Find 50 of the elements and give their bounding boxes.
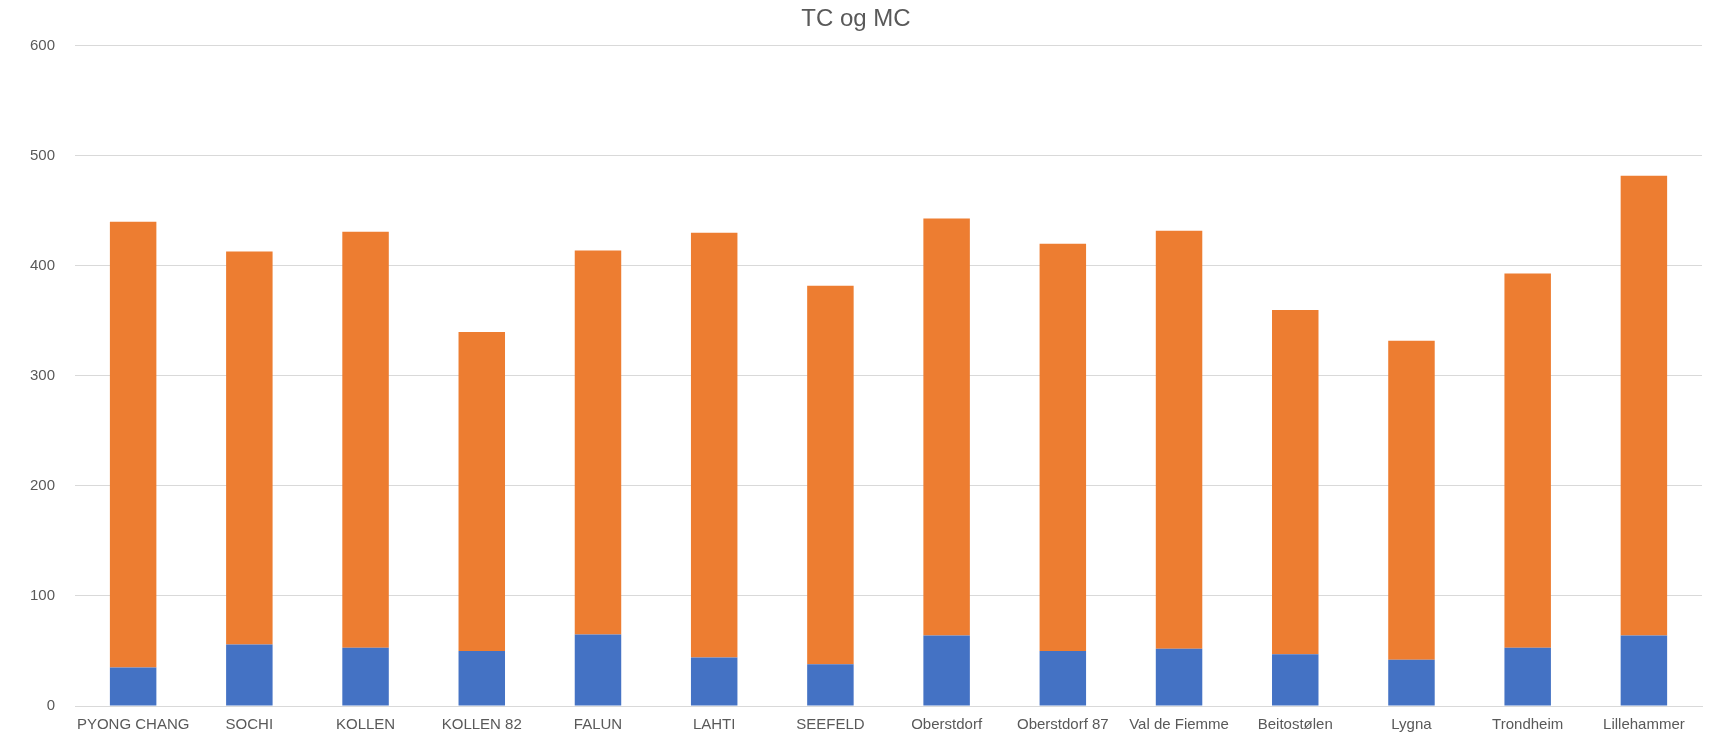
bar (574, 250, 622, 635)
bar (1388, 340, 1435, 660)
y-tick-label: 500 (30, 145, 56, 163)
bar (690, 657, 738, 706)
bar (1155, 230, 1203, 649)
bar (807, 285, 854, 665)
y-tick-label: 0 (46, 696, 56, 714)
chart-title: TC og MC (801, 4, 911, 32)
bar (807, 664, 854, 706)
bar (1504, 273, 1551, 648)
x-tick-label: Oberstdorf 87 (1016, 715, 1109, 733)
y-tick-label: 600 (30, 35, 56, 53)
x-tick-label: PYONG CHANG (76, 715, 190, 733)
x-tick-label: Val de Fiemme (1129, 715, 1229, 733)
bar (226, 251, 273, 645)
bar (226, 644, 273, 706)
bar (690, 232, 738, 658)
x-tick-label: LAHTI (692, 715, 736, 733)
bar (574, 634, 622, 706)
bar (923, 218, 970, 636)
y-tick-label: 400 (30, 256, 56, 274)
bar (342, 231, 389, 648)
bar (458, 331, 506, 651)
bar (342, 647, 389, 706)
y-tick-label: 300 (30, 366, 56, 384)
x-tick-label: SEEFELD (796, 715, 865, 733)
x-tick-label: Lygna (1391, 715, 1433, 733)
bar (1620, 175, 1668, 636)
y-tick-label: 100 (30, 586, 56, 604)
x-tick-label: KOLLEN (335, 715, 396, 733)
x-tick-label: Oberstdorf (911, 715, 983, 733)
bar (109, 667, 157, 706)
bar (1272, 309, 1319, 655)
bar (1504, 647, 1551, 706)
bar (1039, 650, 1087, 706)
bar (458, 650, 506, 706)
x-tick-label: Lillehammer (1603, 715, 1685, 733)
x-tick-label: FALUN (573, 715, 623, 733)
bar (1155, 648, 1203, 706)
x-tick-label: Beitostølen (1257, 715, 1333, 733)
x-tick-label: SOCHI (225, 715, 274, 733)
bar (1620, 635, 1668, 706)
bar (1039, 243, 1087, 651)
x-tick-label: KOLLEN 82 (441, 715, 522, 733)
x-tick-label: Trondheim (1492, 715, 1564, 733)
bar (109, 221, 157, 668)
bar (1272, 654, 1319, 706)
y-tick-label: 200 (30, 476, 56, 494)
bar (1388, 659, 1435, 706)
bar (923, 635, 970, 706)
